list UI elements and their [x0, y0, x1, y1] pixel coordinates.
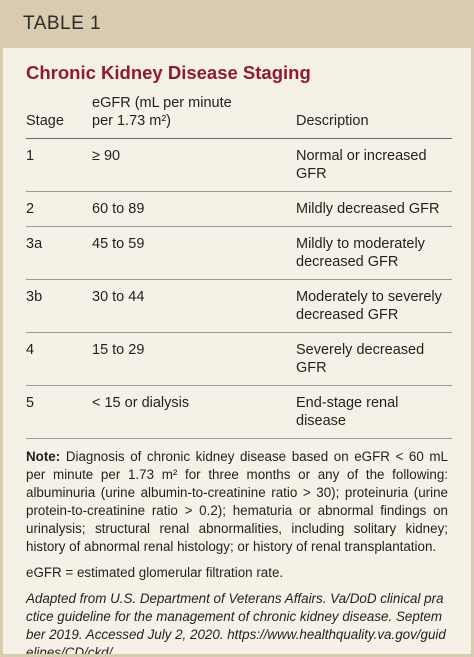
- table-cell: ≥ 90: [92, 138, 296, 192]
- table-cell: 30 to 44: [92, 279, 296, 333]
- table-cell: Mildly to moderately decreased GFR: [296, 226, 452, 280]
- table-cell: 60 to 89: [92, 191, 296, 227]
- table-cell: End-stage renal disease: [296, 385, 452, 439]
- header-band: TABLE 1: [3, 0, 471, 48]
- table-row: 4 15 to 29 Severely decreased GFR: [26, 332, 452, 386]
- table-cell: 5: [26, 385, 92, 439]
- table-cell: Severely decreased GFR: [296, 332, 452, 386]
- table: Stage eGFR (mL per minute per 1.73 m²) Des…: [26, 94, 452, 439]
- table-cell: 2: [26, 191, 92, 227]
- table-label: TABLE 1: [23, 13, 102, 34]
- table-cell: 4: [26, 332, 92, 386]
- abbreviation: eGFR = estimated glomerular filtration r…: [26, 565, 284, 580]
- note: Note: Diagnosis of chronic kidney diseas…: [26, 448, 448, 556]
- table-row: 2 60 to 89 Mildly decreased GFR: [26, 191, 452, 227]
- column-header: Stage: [26, 94, 92, 139]
- header-row: Stage eGFR (mL per minute per 1.73 m²) Des…: [26, 94, 452, 139]
- table-cell: Mildly decreased GFR: [296, 191, 452, 227]
- table-row: 3a 45 to 59 Mildly to moderately decreased…: [26, 226, 452, 280]
- table-cell: 45 to 59: [92, 226, 296, 280]
- table-row: 1 ≥ 90 Normal or increased GFR: [26, 138, 452, 192]
- note-label: Note:: [26, 449, 61, 464]
- title: Chronic Kidney Disease Staging: [26, 62, 311, 83]
- table-cell: Moderately to severely decreased GFR: [296, 279, 452, 333]
- column-header: eGFR (mL per minute per 1.73 m²): [92, 94, 296, 139]
- table-cell: Normal or increased GFR: [296, 138, 452, 192]
- table-cell: 15 to 29: [92, 332, 296, 386]
- table-cell: 1: [26, 138, 92, 192]
- table-row: 3b 30 to 44 Moderately to severely decreas…: [26, 279, 452, 333]
- note-text: Diagnosis of chronic kidney disease base…: [26, 449, 448, 554]
- source: Adapted from U.S. Department of Veterans…: [26, 591, 446, 657]
- table-body: 1 ≥ 90 Normal or increased GFR 2 60 to 89 Mil…: [26, 138, 452, 439]
- table-row: 5 < 15 or dialysis End-stage renal disease: [26, 385, 452, 439]
- table-cell: 3b: [26, 279, 92, 333]
- column-header: Description: [296, 94, 452, 139]
- table-cell: 3a: [26, 226, 92, 280]
- table-cell: < 15 or dialysis: [92, 385, 296, 439]
